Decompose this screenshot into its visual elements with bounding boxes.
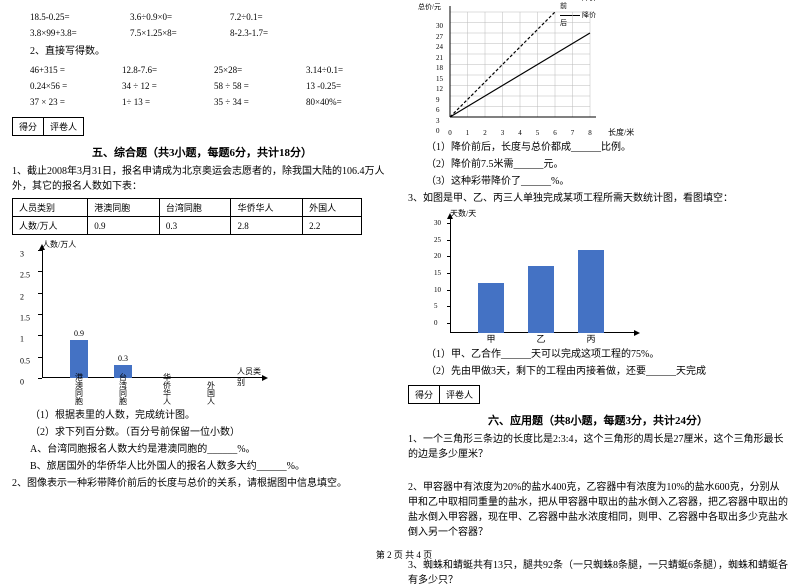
write-row: 46+315 = 12.8-7.6= 25×28= 3.14÷0.1= [12, 65, 392, 75]
x-axis-title: 长度/米 [608, 127, 788, 138]
th: 华侨华人 [231, 199, 303, 217]
eq: 35 ÷ 34 = [214, 97, 292, 107]
eq: 1÷ 13 = [122, 97, 200, 107]
eq: 12.8-7.6= [122, 65, 200, 75]
write-row: 37 × 23 = 1÷ 13 = 35 ÷ 34 = 80×40%= [12, 97, 392, 107]
left-column: 18.5-0.25= 3.6÷0.9×0= 7.2÷0.1= 3.8×99+3.… [4, 4, 400, 561]
question-text: 3、如图是甲、乙、丙三人单独完成某项工程所需天数统计图，看图填空： [408, 191, 788, 206]
price-line-chart: 降价前 降价后 012345678036912151821242730总价/元 [450, 12, 600, 127]
question-text: 2、图像表示一种彩带降价前后的长度与总价的关系，请根据图中信息填空。 [12, 476, 392, 491]
eq: 25×28= [214, 65, 292, 75]
sub-question: （1）甲、乙合作______天可以完成这项工程的75%。 [408, 347, 788, 362]
people-bar-chart: 00.511.522.530.9港澳同胞0.3台湾同胞华侨华人外国人人员类别 [42, 250, 262, 378]
eq: 3.6÷0.9×0= [130, 12, 208, 22]
sub-question: （1）根据表里的人数，完成统计图。 [12, 408, 392, 423]
right-column: 降价前 降价后 012345678036912151821242730总价/元 … [400, 4, 796, 561]
sub-question: （2）降价前7.5米需______元。 [408, 157, 788, 172]
app-question: 2、甲容器中有浓度为20%的盐水400克，乙容器中有浓度为10%的盐水600克，… [408, 480, 788, 540]
eq: 7.2÷0.1= [230, 12, 308, 22]
y-axis-title: 天数/天 [450, 208, 788, 219]
eq: 13 -0.25= [306, 81, 384, 91]
equation-row: 18.5-0.25= 3.6÷0.9×0= 7.2÷0.1= [12, 12, 392, 22]
section-title: 五、综合题（共3小题，每题6分，共计18分） [12, 144, 392, 160]
td: 0.3 [159, 217, 231, 235]
eq: 0.24×56 = [30, 81, 108, 91]
td: 0.9 [88, 217, 160, 235]
td: 2.8 [231, 217, 303, 235]
eq: 37 × 23 = [30, 97, 108, 107]
eq: 18.5-0.25= [30, 12, 108, 22]
write-row: 0.24×56 = 34 ÷ 12 = 58 ÷ 58 = 13 -0.25= [12, 81, 392, 91]
page-footer: 第 2 页 共 4 页 [4, 548, 800, 561]
sub-question: （2）先由甲做3天，剩下的工程由丙接着做，还要______天完成 [408, 364, 788, 379]
score-label: 得分 [13, 118, 44, 135]
eq: 7.5×1.25×8= [130, 28, 208, 38]
legend-before: 降价前 [560, 0, 596, 10]
eq: 58 ÷ 58 = [214, 81, 292, 91]
th: 外国人 [303, 199, 362, 217]
sub-question: A、台湾同胞报名人数大约是港澳同胞的______%。 [12, 442, 392, 457]
sub-question: （1）降价前后，长度与总价都成______比例。 [408, 140, 788, 155]
question-text: 1、截止2008年3月31日，报名申请成为北京奥运会志愿者的，除我国大陆的106… [12, 164, 392, 194]
y-axis-title: 人数/万人 [42, 239, 392, 250]
score-box: 得分 评卷人 [408, 385, 480, 404]
days-bar-chart: 051015202530甲乙丙 [450, 223, 630, 333]
sub-question: B、旅居国外的华侨华人比外国人的报名人数多大约______%。 [12, 459, 392, 474]
th: 人员类别 [13, 199, 88, 217]
write-title: 2、直接写得数。 [12, 44, 392, 59]
eq: 80×40%= [306, 97, 384, 107]
sub-question: （2）求下列百分数。（百分号前保留一位小数） [12, 425, 392, 440]
eq: 3.8×99+3.8= [30, 28, 108, 38]
score-box: 得分 评卷人 [12, 117, 84, 136]
td: 人数/万人 [13, 217, 88, 235]
app-question: 1、一个三角形三条边的长度比是2:3:4，这个三角形的周长是27厘米，这个三角形… [408, 432, 788, 462]
eq: 3.14÷0.1= [306, 65, 384, 75]
eq: 34 ÷ 12 = [122, 81, 200, 91]
app-question: 3、蜘蛛和蜻蜓共有13只，腿共92条（一只蜘蛛8条腿，一只蜻蜓6条腿），蜘蛛和蜻… [408, 558, 788, 588]
score-label: 得分 [409, 386, 440, 403]
th: 港澳同胞 [88, 199, 160, 217]
section-title: 六、应用题（共8小题，每题3分，共计24分） [408, 412, 788, 428]
sub-question: （3）这种彩带降价了______%。 [408, 174, 788, 189]
th: 台湾同胞 [159, 199, 231, 217]
equation-row: 3.8×99+3.8= 7.5×1.25×8= 8-2.3-1.7= [12, 28, 392, 38]
reviewer-label: 评卷人 [44, 118, 83, 135]
eq: 46+315 = [30, 65, 108, 75]
td: 2.2 [303, 217, 362, 235]
people-table: 人员类别 港澳同胞 台湾同胞 华侨华人 外国人 人数/万人 0.9 0.3 2.… [12, 198, 362, 235]
reviewer-label: 评卷人 [440, 386, 479, 403]
eq: 8-2.3-1.7= [230, 28, 308, 38]
